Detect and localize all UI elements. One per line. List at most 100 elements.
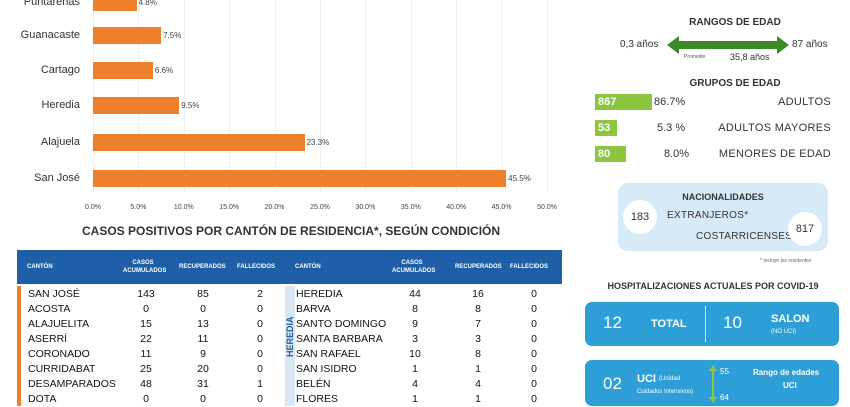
recuperados-value: 31 [197,378,209,390]
fallecidos-value: 0 [257,363,263,375]
fallecidos-value: 0 [531,303,537,315]
x-tick-label: 5.0% [130,204,147,211]
bar [93,97,180,114]
age-groups-title: GRUPOS DE EDAD [689,78,781,89]
age-group-pct: 5.3 % [657,122,686,134]
age-group-bar: 80 [595,146,626,162]
age-group-name: ADULTOS MAYORES [718,122,831,134]
recuperados-value: 85 [197,288,209,300]
x-tick-label: 15.0% [219,204,240,211]
uci-range-sub: UCI [783,381,797,390]
fallecidos-value: 0 [257,393,263,405]
canton-name: DESAMPARADOS [28,378,116,390]
fallecidos-value: 0 [531,378,537,390]
salon-sub: (NO UCI) [771,329,796,335]
recuperados-value: 13 [197,318,209,330]
x-gridline [365,0,367,192]
bar-category-label: San José [34,172,80,184]
table-row: ASERRÍ 22 11 0 [0,333,850,347]
canton-name: BARVA [296,303,331,315]
local-count: 817 [795,223,815,235]
canton-name: SANTA BARBARA [296,333,383,345]
age-mean: 35,8 años [730,52,770,62]
table-title: CASOS POSITIVOS POR CANTÓN DE RESIDENCIA… [82,224,501,238]
uci-paren: (Unidad [659,376,681,382]
canton-name: DOTA [28,393,57,405]
header-fallecidos-left: FALLECIDOS [237,264,276,270]
x-tick-label: 35.0% [400,204,421,211]
fallecidos-value: 0 [257,318,263,330]
age-group-bar: 53 [595,120,617,136]
recuperados-value: 16 [472,288,484,300]
table-row: HEREDIA 44 16 0 [0,288,850,302]
canton-name: SAN RAFAEL [296,348,361,360]
canton-name: HEREDIA [296,288,343,300]
foreign-count: 183 [630,211,650,223]
header-canton-left: CANTÓN [27,264,53,270]
canton-name: ALAJUELITA [28,318,90,330]
casos-value: 1 [412,363,418,375]
casos-value: 44 [409,288,421,300]
bar [93,27,162,44]
table-row: ALAJUELITA 15 13 0 [0,318,850,332]
local-count-circle: 817 [788,212,822,246]
casos-value: 10 [409,348,421,360]
x-gridline [138,0,140,192]
fallecidos-value: 0 [531,288,537,300]
casos-value: 15 [140,318,152,330]
age-mean-label: Promedio [684,54,706,60]
x-gridline [410,0,412,192]
sanjose-province-strip [17,286,21,406]
bar-value-label: 4.8% [138,0,157,7]
recuperados-value: 9 [200,348,206,360]
recuperados-value: 20 [197,363,209,375]
bar-category-label: Guanacaste [20,29,80,41]
fallecidos-value: 0 [531,333,537,345]
x-gridline [229,0,231,192]
canton-name: SANTO DOMINGO [296,318,387,330]
casos-value: 1 [412,393,418,405]
x-tick-label: 30.0% [355,204,376,211]
table-row: SAN ISIDRO 1 1 0 [0,363,850,377]
casos-value: 22 [140,333,152,345]
fallecidos-value: 1 [257,378,263,390]
x-tick-label: 20.0% [264,204,285,211]
bar-value-label: 23.3% [306,138,330,147]
age-min: 0,3 años [620,39,659,50]
x-tick-label: 45.0% [491,204,512,211]
recuperados-value: 0 [200,393,206,405]
bar-category-label: Cartago [40,64,80,76]
total-number: 12 [603,313,622,332]
x-gridline [274,0,276,192]
table-row: DESAMPARADOS 48 31 1 [0,378,850,392]
age-group-pct: 8.0% [664,148,690,160]
age-group-name: MENORES DE EDAD [718,148,831,160]
bar-value-label: 45.5% [508,174,531,183]
bar-category-label: Puntarenas [23,0,80,8]
canton-name: BELÉN [296,378,331,390]
recuperados-value: 1 [475,363,481,375]
recuperados-value: 7 [475,318,481,330]
fallecidos-value: 0 [257,303,263,315]
hosp-divider [705,306,706,342]
fallecidos-value: 0 [257,348,263,360]
casos-value: 48 [140,378,152,390]
x-gridline [93,0,94,192]
bar-category-label: Alajuela [40,136,80,148]
x-tick-label: 25.0% [310,204,330,211]
nationalities-title: NACIONALIDADES [682,192,764,202]
uci-label: UCI [637,373,656,385]
casos-value: 25 [140,363,152,375]
local-label: COSTARRICENSES [696,231,793,242]
table-row: CORONADO 11 9 0 [0,348,850,362]
casos-value: 9 [412,318,418,330]
recuperados-value: 4 [475,378,481,390]
casos-value: 8 [412,303,418,315]
bar-value-label: 6.6% [154,66,174,75]
bar [93,134,305,151]
age-group-pct: 86.7% [654,96,686,108]
header-recuperados-left: RECUPERADOS [179,264,226,270]
x-gridline [456,0,458,192]
table-row: SAN JOSÉ 143 85 2 [0,288,850,302]
uci-range-title: Rango de edades [753,368,820,377]
